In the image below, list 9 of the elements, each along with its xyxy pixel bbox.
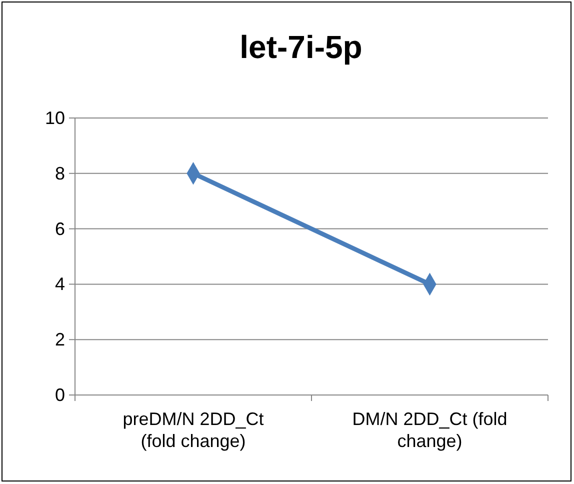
y-tick-label: 6 [54,218,65,239]
y-tick-label: 4 [54,274,65,294]
y-tick-label: 0 [54,385,65,405]
x-tick-label: preDM/N 2DD_Ct (fold change) [122,409,264,451]
y-tick-label: 8 [54,163,65,184]
x-tick-label: DM/N 2DD_Ct (fold change) [352,409,508,451]
y-tick-label: 2 [54,330,65,350]
chart-title: let-7i-5p [240,29,362,65]
y-tick-label: 10 [44,108,65,128]
